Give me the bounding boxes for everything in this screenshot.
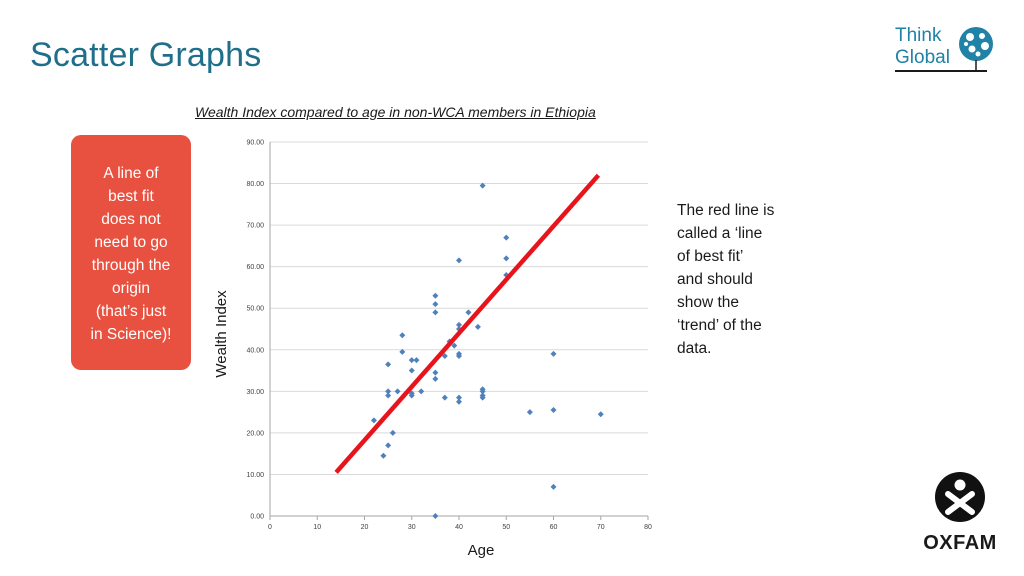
gridlines [270, 141, 648, 475]
oxfam-logo: OXFAM [920, 470, 1000, 560]
logo-underline [895, 70, 987, 72]
data-point [408, 392, 415, 399]
data-point [394, 388, 401, 395]
callout-box: A line of best fit does not need to go t… [71, 135, 191, 370]
data-point [479, 394, 486, 401]
data-point [550, 483, 557, 490]
data-point [479, 388, 486, 395]
x-tick-label: 20 [361, 524, 369, 531]
data-point [441, 353, 448, 360]
logo-line-2: Global [895, 47, 950, 68]
axes [269, 142, 649, 520]
x-tick-label: 30 [408, 524, 416, 531]
oxfam-wordmark: OXFAM [923, 532, 997, 554]
y-tick-label: 0.00 [250, 514, 264, 521]
data-point [597, 411, 604, 418]
y-tick-label: 30.00 [246, 389, 264, 396]
y-tick-label: 20.00 [246, 430, 264, 437]
y-tick-label: 90.00 [246, 140, 264, 147]
data-point [399, 332, 406, 339]
data-point [370, 417, 377, 424]
data-point [550, 350, 557, 357]
data-point [503, 234, 510, 241]
data-point [456, 321, 462, 328]
data-point [432, 309, 439, 316]
chart-title: Wealth Index compared to age in non-WCA … [195, 104, 596, 120]
data-point [380, 452, 387, 459]
data-point [432, 513, 439, 519]
x-tick-label: 50 [502, 524, 510, 531]
best-fit-line [334, 173, 601, 474]
oxfam-person-icon [935, 472, 985, 522]
y-tick-label: 70.00 [246, 223, 264, 230]
x-axis-label: Age [468, 542, 495, 559]
data-point [526, 409, 533, 416]
data-point [432, 375, 439, 382]
data-point [432, 292, 439, 299]
x-tick-label: 40 [455, 524, 463, 531]
x-tick-label: 0 [268, 524, 272, 531]
y-tick-label: 40.00 [246, 347, 264, 354]
data-point [418, 388, 425, 395]
data-point [456, 394, 462, 401]
side-note: The red line is called a ‘line of best f… [677, 202, 775, 357]
data-points [370, 182, 604, 519]
data-point [456, 398, 462, 405]
data-point [451, 342, 458, 349]
data-point [441, 394, 448, 401]
callout-text: A line of best fit does not need to go t… [90, 165, 172, 343]
data-point [408, 357, 415, 364]
data-point [385, 361, 392, 368]
data-point [456, 257, 462, 264]
data-point [432, 369, 439, 376]
best-fit-line-group [334, 173, 601, 474]
data-point [550, 407, 557, 414]
data-point [479, 182, 486, 189]
y-tick-label: 10.00 [246, 472, 264, 479]
x-tick-label: 10 [313, 524, 321, 531]
data-point [465, 309, 472, 316]
data-point [456, 353, 462, 360]
data-point [385, 392, 392, 399]
data-point [432, 301, 439, 308]
tick-labels: 0.00 10.00 20.00 30.00 40.00 50.00 60.00 70.00 8… [246, 140, 652, 532]
data-point [408, 367, 415, 374]
data-point [385, 442, 392, 449]
x-tick-label: 80 [644, 524, 652, 531]
logo-line-1: Think [895, 25, 942, 46]
y-tick-label: 60.00 [246, 264, 264, 271]
x-tick-label: 70 [597, 524, 605, 531]
y-axis-label: Wealth Index [213, 290, 230, 378]
globe-tree-icon [959, 27, 993, 70]
data-point [389, 429, 396, 436]
x-tick-label: 60 [550, 524, 558, 531]
data-point [503, 255, 510, 262]
think-global-logo: Think Global [893, 22, 993, 74]
data-point [385, 388, 392, 395]
data-point [474, 323, 481, 330]
data-point [413, 357, 420, 364]
y-tick-label: 80.00 [246, 181, 264, 188]
data-point [399, 348, 406, 355]
slide-title: Scatter Graphs [30, 36, 262, 74]
y-tick-label: 50.00 [246, 306, 264, 313]
